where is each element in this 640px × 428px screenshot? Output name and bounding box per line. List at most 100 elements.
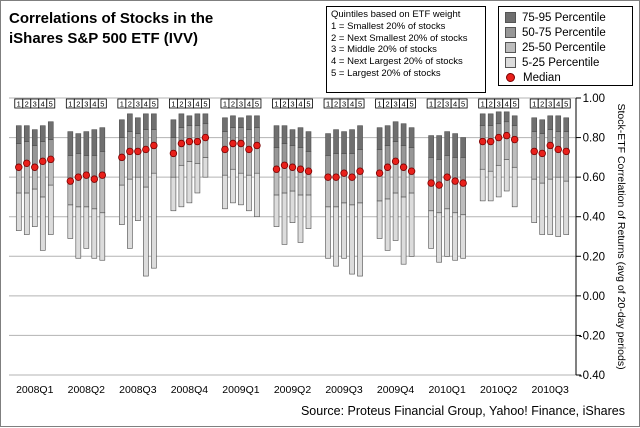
legend-item: 5-25 Percentile xyxy=(505,56,599,69)
bar-segment-5-25 xyxy=(479,168,486,202)
quintile-label-box xyxy=(458,98,468,109)
bar-segment-75-95 xyxy=(47,121,54,140)
bar-segment-75-95 xyxy=(15,125,22,144)
bar-segment-25-50 xyxy=(333,176,339,208)
y-tick-label: 0.40 xyxy=(583,212,605,224)
quintile-label: 5 xyxy=(203,100,207,109)
median-marker xyxy=(332,173,340,181)
bar-segment-5-25 xyxy=(281,192,288,245)
quintile-label-box xyxy=(46,98,56,109)
quintile-label: 3 xyxy=(548,100,552,109)
bar-segment-75-95 xyxy=(39,125,46,142)
bar-segment-75-95 xyxy=(495,111,502,125)
bar-segment-25-50 xyxy=(83,174,90,208)
x-period-label: 2009Q1 xyxy=(222,384,260,396)
median-marker xyxy=(15,163,23,171)
bar-segment-5-25 xyxy=(289,190,296,223)
median-marker xyxy=(82,171,91,179)
median-marker xyxy=(23,159,31,167)
bar-segment-75-95 xyxy=(563,117,570,132)
bar-segment-75-95 xyxy=(400,123,407,146)
quintile-label: 5 xyxy=(513,100,517,109)
bar-segment-5-25 xyxy=(333,206,339,267)
median-marker xyxy=(74,173,83,181)
bar-segment-75-95 xyxy=(91,129,98,156)
bar-segment-75-95 xyxy=(67,131,74,156)
quintile-label: 5 xyxy=(100,100,104,109)
quintile-label: 1 xyxy=(378,100,382,109)
bar-segment-25-50 xyxy=(479,141,486,170)
bar-segment-75-95 xyxy=(273,125,280,148)
quintile-label: 1 xyxy=(68,100,72,109)
bar-segment-75-95 xyxy=(222,117,228,132)
median-marker xyxy=(280,161,289,169)
bar-segment-75-95 xyxy=(333,129,339,154)
quintile-label: 2 xyxy=(25,100,29,109)
median-marker xyxy=(118,153,126,162)
bar-segment-5-25 xyxy=(39,196,46,251)
bar-segment-75-95 xyxy=(186,115,193,127)
bar-segment-75-95 xyxy=(376,127,383,150)
median-marker xyxy=(272,165,281,173)
quintile-label: 2 xyxy=(76,100,80,109)
bar-segment-5-25 xyxy=(151,172,157,269)
quintile-label: 4 xyxy=(92,100,96,109)
median-marker xyxy=(177,139,186,148)
x-period-label: 2008Q1 xyxy=(16,384,54,396)
x-period-label: 2008Q3 xyxy=(119,384,157,396)
quintile-note: 5 = Largest 20% of stocks xyxy=(331,67,441,79)
quintile-label: 3 xyxy=(187,100,191,109)
legend-swatch-25-50 xyxy=(505,42,516,53)
bar-segment-5-25 xyxy=(341,202,347,259)
bar-segment-75-95 xyxy=(246,115,252,130)
chart-legend: 75-95 Percentile 50-75 Percentile 25-50 … xyxy=(498,6,633,86)
bar-segment-5-25 xyxy=(511,166,518,208)
quintile-label: 4 xyxy=(556,100,560,109)
bar-segment-75-95 xyxy=(135,117,141,134)
legend-label: 50-75 Percentile xyxy=(522,26,606,39)
bar-segment-75-95 xyxy=(452,133,458,158)
bar-segment-5-25 xyxy=(15,192,22,231)
bar-segment-25-50 xyxy=(531,151,538,180)
bar-segment-25-50 xyxy=(511,139,518,168)
median-marker xyxy=(304,167,313,175)
bar-segment-5-25 xyxy=(563,180,570,235)
bar-segment-25-50 xyxy=(325,176,331,208)
median-marker xyxy=(502,131,511,140)
bar-segment-5-25 xyxy=(376,200,383,239)
median-marker xyxy=(435,181,443,189)
bar-segment-5-25 xyxy=(392,192,399,241)
bar-segment-25-50 xyxy=(452,180,458,214)
quintile-label-box xyxy=(355,98,365,109)
bar-segment-5-25 xyxy=(246,174,252,212)
quintile-label: 4 xyxy=(453,100,457,109)
quintile-label: 5 xyxy=(461,100,465,109)
bar-segment-5-25 xyxy=(555,176,562,237)
quintile-label: 3 xyxy=(342,100,346,109)
bar-segment-5-25 xyxy=(91,208,98,259)
y-tick-label: 0.60 xyxy=(583,172,605,184)
median-marker xyxy=(383,163,392,171)
bar-segment-75-95 xyxy=(479,113,486,127)
bar-segment-75-95 xyxy=(119,119,125,138)
bar-segment-5-25 xyxy=(186,161,193,204)
bar-segment-5-25 xyxy=(539,182,546,235)
median-marker xyxy=(237,139,245,148)
quintile-label: 3 xyxy=(290,100,294,109)
quintile-label: 4 xyxy=(144,100,148,109)
bar-segment-5-25 xyxy=(170,176,177,212)
bar-segment-5-25 xyxy=(83,206,90,249)
median-marker xyxy=(546,141,554,150)
legend-swatch-75-95 xyxy=(505,12,516,23)
median-marker xyxy=(31,163,39,171)
bar-segment-50-75 xyxy=(460,157,466,184)
chart-title-line-1: Correlations of Stocks in the xyxy=(9,10,214,27)
bar-segment-75-95 xyxy=(487,113,494,127)
bar-segment-75-95 xyxy=(349,129,355,154)
bar-segment-75-95 xyxy=(254,115,260,128)
quintile-label: 5 xyxy=(306,100,310,109)
median-marker xyxy=(356,167,364,175)
bar-segment-5-25 xyxy=(452,212,458,261)
quintile-label-box xyxy=(201,98,210,109)
median-marker xyxy=(126,147,134,156)
